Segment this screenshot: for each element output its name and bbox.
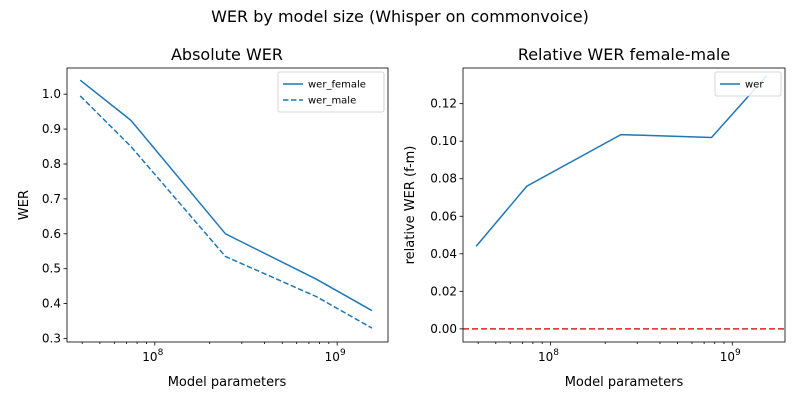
y-tick-label: 0.02 — [430, 284, 457, 298]
x-axis-label: Model parameters — [565, 375, 684, 390]
series-line-wer-male — [79, 95, 373, 329]
y-tick-label: 0.12 — [430, 97, 457, 111]
panel-title: Absolute WER — [171, 45, 283, 64]
y-tick-label: 1.0 — [42, 87, 61, 101]
y-tick-label: 0.7 — [42, 192, 61, 206]
y-tick-label: 0.3 — [42, 332, 61, 346]
legend-box — [714, 71, 782, 97]
y-tick-label: 0.06 — [430, 209, 457, 223]
y-tick-label: 0.08 — [430, 172, 457, 186]
axes-frame — [66, 67, 389, 343]
panel-title: Relative WER female-male — [518, 45, 730, 64]
y-tick-label: 0.8 — [42, 157, 61, 171]
legend-label: wer_male — [308, 96, 356, 107]
x-axis-label: Model parameters — [168, 375, 287, 390]
y-tick-label: 0.04 — [430, 247, 457, 261]
panel-absolute-wer: Absolute WER Model parameters WER 108 109… — [17, 45, 389, 390]
panel-relative-wer: Relative WER female-male Model parameter… — [403, 45, 786, 390]
figure-suptitle: WER by model size (Whisper on commonvoic… — [211, 7, 589, 26]
x-tick-label: 108 — [538, 348, 559, 364]
y-tick-label: 0.00 — [430, 322, 457, 336]
y-tick-label: 0.5 — [42, 262, 61, 276]
series-line-wer — [475, 75, 768, 247]
y-axis-label: relative WER (f-m) — [403, 146, 418, 265]
series-line-wer-female — [79, 79, 373, 312]
y-tick-label: 0.10 — [430, 134, 457, 148]
y-axis-label: WER — [17, 190, 32, 220]
legend-label: wer — [745, 80, 764, 91]
x-tick-label: 108 — [142, 348, 163, 364]
legend-label: wer_female — [308, 80, 366, 91]
y-tick-label: 0.6 — [42, 227, 61, 241]
axes-frame — [462, 67, 786, 343]
y-tick-label: 0.4 — [42, 297, 61, 311]
x-tick-label: 109 — [720, 348, 741, 364]
x-tick-label: 109 — [325, 348, 346, 364]
legend-box — [277, 71, 385, 113]
y-tick-label: 0.9 — [42, 122, 61, 136]
